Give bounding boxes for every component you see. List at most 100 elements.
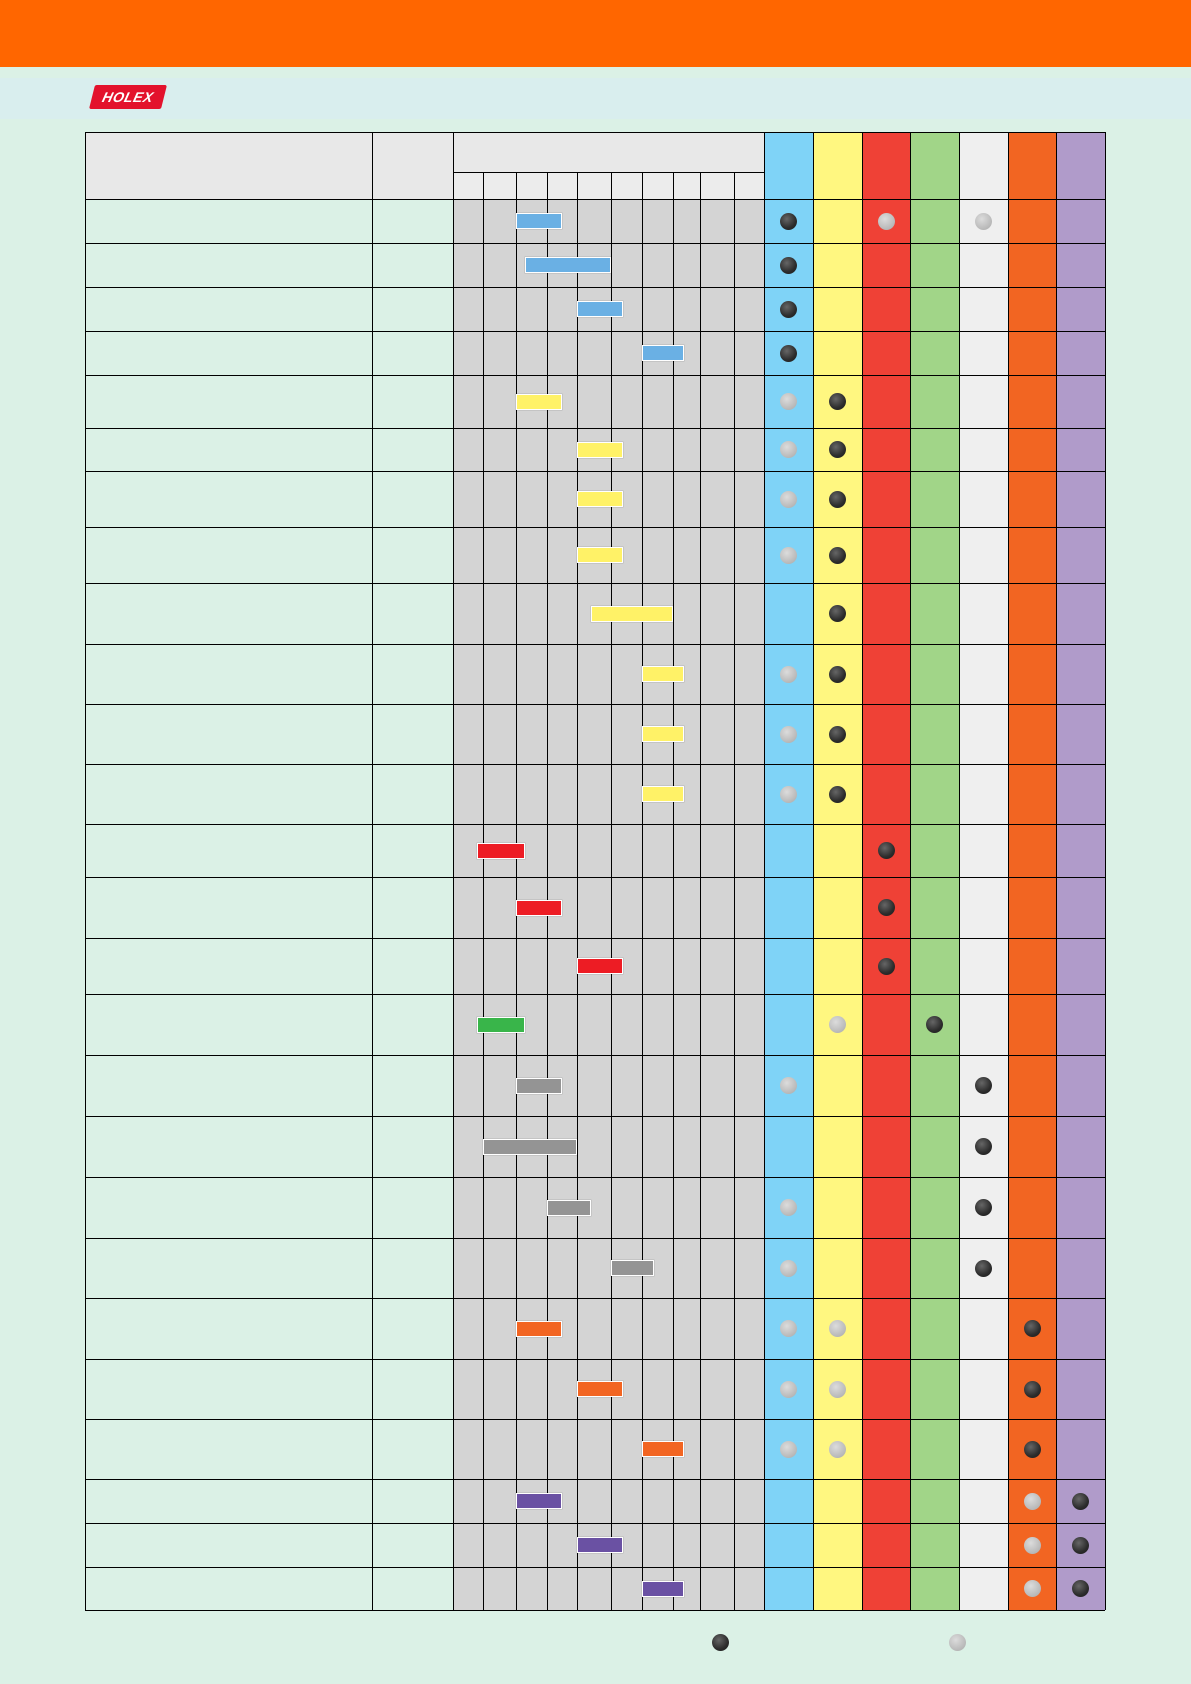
full-suitability-dot-icon — [975, 1138, 992, 1155]
full-suitability-dot-icon — [1023, 1320, 1041, 1337]
row-divider — [85, 824, 1105, 825]
full-suitability-dot-icon — [829, 785, 846, 803]
range-bar-yellow — [516, 393, 562, 410]
partial-suitability-dot-icon — [1023, 1536, 1041, 1554]
header-cell-scale — [453, 172, 764, 199]
range-bar-purple — [516, 1493, 562, 1509]
header-cell-description — [85, 132, 372, 199]
row-divider — [85, 1177, 1105, 1178]
material-group-column-4 — [910, 132, 959, 1610]
header-bar — [0, 0, 1191, 67]
partial-suitability-dot-icon — [780, 1259, 797, 1277]
range-bar-yellow — [642, 726, 684, 742]
full-suitability-dot-icon — [1023, 1440, 1041, 1458]
full-suitability-dot-icon — [829, 393, 846, 410]
row-divider — [85, 243, 1105, 244]
range-bar-blue — [516, 213, 562, 229]
partial-suitability-dot-icon — [780, 725, 797, 743]
scale-gridline — [673, 172, 674, 1610]
range-bar-grey — [516, 1077, 562, 1094]
range-bar-purple — [577, 1537, 624, 1553]
scale-gridline — [734, 172, 735, 1610]
row-divider — [85, 471, 1105, 472]
row-divider — [85, 527, 1105, 528]
full-suitability-dot-icon — [877, 899, 895, 916]
range-bar-red — [577, 958, 624, 974]
range-bar-grey — [611, 1260, 655, 1276]
row-divider — [85, 644, 1105, 645]
range-bar-yellow — [642, 786, 684, 802]
full-suitability-dot-icon — [829, 605, 846, 622]
full-suitability-dot-icon — [780, 212, 797, 230]
range-bar-orange — [577, 1381, 624, 1397]
full-suitability-dot-icon — [829, 725, 846, 743]
scale-gridline — [611, 172, 612, 1610]
partial-suitability-dot-icon — [780, 1077, 797, 1094]
range-bar-yellow — [642, 666, 684, 682]
full-suitability-dot-icon — [1023, 1380, 1041, 1398]
full-suitability-dot-icon — [780, 344, 797, 362]
partial-suitability-dot-icon — [780, 393, 797, 410]
legend-half-dot-icon — [949, 1634, 966, 1651]
row-divider — [85, 1298, 1105, 1299]
group-divider — [959, 132, 960, 1610]
row-divider — [85, 331, 1105, 332]
legend-full-dot-icon — [712, 1634, 729, 1651]
full-suitability-dot-icon — [1072, 1536, 1089, 1554]
scale-gridline — [577, 172, 578, 1610]
group-divider — [813, 132, 814, 1610]
header-cell-range — [453, 132, 764, 172]
material-group-column-7 — [1056, 132, 1105, 1610]
row-divider — [85, 1238, 1105, 1239]
row-divider — [85, 375, 1105, 376]
row-divider — [85, 877, 1105, 878]
material-group-column-2 — [813, 132, 862, 1610]
full-suitability-dot-icon — [975, 1259, 992, 1277]
row-divider — [85, 428, 1105, 429]
range-bar-yellow — [590, 605, 673, 622]
header-cell-code — [372, 132, 453, 199]
range-bar-yellow — [577, 547, 624, 563]
partial-suitability-dot-icon — [780, 785, 797, 803]
row-divider — [85, 1116, 1105, 1117]
full-suitability-dot-icon — [975, 1077, 992, 1094]
partial-suitability-dot-icon — [780, 490, 797, 508]
row-divider — [85, 287, 1105, 288]
brand-band — [0, 78, 1191, 119]
partial-suitability-dot-icon — [780, 665, 797, 683]
group-divider — [910, 132, 911, 1610]
scale-gridline — [516, 172, 517, 1610]
partial-suitability-dot-icon — [877, 212, 895, 230]
range-bar-blue — [577, 301, 624, 317]
group-divider — [1008, 132, 1009, 1610]
material-group-column-5 — [959, 132, 1008, 1610]
partial-suitability-dot-icon — [780, 1199, 797, 1216]
row-divider — [85, 1523, 1105, 1524]
table-top-border — [85, 132, 1105, 133]
full-suitability-dot-icon — [829, 665, 846, 683]
table-left-border — [85, 132, 86, 1610]
partial-suitability-dot-icon — [829, 1380, 846, 1398]
group-divider — [764, 132, 765, 1610]
range-bar-grey — [547, 1199, 591, 1216]
partial-suitability-dot-icon — [780, 1380, 797, 1398]
range-bar-yellow — [577, 441, 624, 458]
holex-logo: HOLEX — [89, 85, 167, 109]
group-divider — [1105, 132, 1106, 1610]
range-bar-red — [516, 899, 562, 916]
range-bar-grey — [483, 1138, 577, 1155]
scale-gridline — [700, 172, 701, 1610]
full-suitability-dot-icon — [829, 546, 846, 564]
scale-gridline — [547, 172, 548, 1610]
row-divider — [85, 1610, 1105, 1611]
row-divider — [85, 1055, 1105, 1056]
row-divider — [85, 1479, 1105, 1480]
group-divider — [862, 132, 863, 1610]
full-suitability-dot-icon — [1072, 1492, 1089, 1510]
full-suitability-dot-icon — [1072, 1580, 1089, 1597]
scale-column-area — [453, 199, 764, 1610]
range-bar-blue — [525, 257, 611, 273]
full-suitability-dot-icon — [780, 300, 797, 318]
row-divider — [85, 704, 1105, 705]
partial-suitability-dot-icon — [829, 1016, 846, 1033]
